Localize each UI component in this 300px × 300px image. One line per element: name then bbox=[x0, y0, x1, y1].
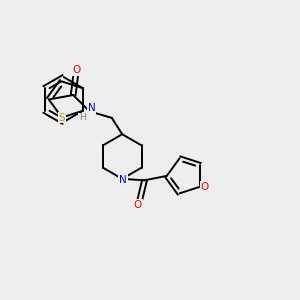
Text: S: S bbox=[58, 112, 65, 122]
Text: H: H bbox=[79, 113, 86, 122]
Text: N: N bbox=[119, 175, 127, 185]
Text: O: O bbox=[134, 200, 142, 210]
Text: O: O bbox=[200, 182, 209, 192]
Text: N: N bbox=[88, 103, 95, 113]
Text: O: O bbox=[72, 65, 80, 75]
